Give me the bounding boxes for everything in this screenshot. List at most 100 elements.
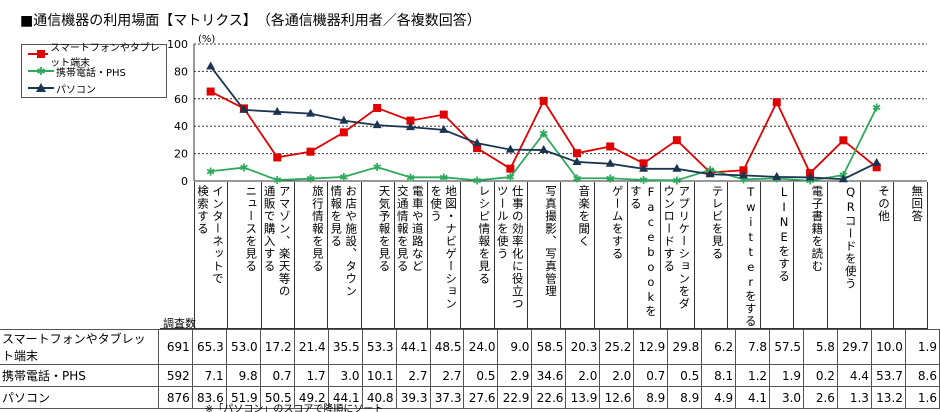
category-text: レシピ情報を見る bbox=[477, 185, 492, 285]
category-label: インターネットで 検索する bbox=[194, 182, 227, 328]
table-cell: 4.9 bbox=[701, 386, 737, 409]
data-point-square bbox=[772, 98, 781, 107]
category-text: インターネットで 検索する bbox=[196, 185, 225, 285]
table-cell: 6.2 bbox=[701, 329, 737, 365]
chart-title: ■通信機器の利用場面【マトリクス】 （各通信機器利用者／各複数回答） bbox=[20, 13, 481, 29]
category-label: LINEをする bbox=[760, 182, 793, 328]
table-cell: 2.9 bbox=[497, 364, 533, 387]
table-cell: 2.7 bbox=[429, 364, 465, 387]
category-label: ゲームをする bbox=[593, 182, 627, 328]
y-tick-label: 60 bbox=[174, 93, 188, 106]
category-text: お店や施設、タウン 情報を見る bbox=[329, 185, 359, 298]
category-label: お店や施設、タウン 情報を見る bbox=[327, 182, 360, 328]
table-cell: 37.3 bbox=[429, 386, 465, 409]
data-point-square bbox=[439, 110, 448, 119]
category-text: アマゾン、楽天等の 通販で購入する bbox=[262, 185, 292, 298]
table-cell: 53.3 bbox=[361, 329, 397, 365]
data-point-square bbox=[273, 153, 282, 162]
row-label: パソコン bbox=[0, 386, 159, 409]
data-point-triangle bbox=[639, 163, 649, 172]
data-point-star: ✱ bbox=[406, 171, 415, 184]
data-point-triangle bbox=[672, 163, 682, 172]
category-label: Twitterをする bbox=[726, 182, 760, 328]
category-text: 電車や道路など 交通情報を見る bbox=[395, 185, 425, 273]
data-point-star: ✱ bbox=[239, 162, 248, 175]
table-cell: 8.9 bbox=[667, 386, 703, 409]
category-text: 無回答 bbox=[910, 185, 925, 223]
category-text: 天気予報を見る bbox=[377, 185, 392, 273]
legend-item-smartphone: スマートフォンやタブレット端末 bbox=[28, 43, 166, 69]
data-point-star: ✱ bbox=[339, 171, 348, 184]
table-row: スマートフォンやタブレット端末 691 65.3 53.0 17.2 21.4 35.5 53… bbox=[0, 329, 940, 365]
category-text: 写真撮影、写真管理 bbox=[544, 185, 558, 298]
category-text: アプリケーションをダ ウンロードする bbox=[662, 185, 692, 310]
table-cell: 8.9 bbox=[633, 386, 669, 409]
table-cell: 3.0 bbox=[327, 364, 363, 387]
data-point-triangle bbox=[805, 172, 815, 181]
data-point-square bbox=[406, 116, 415, 125]
table-cell: 9.8 bbox=[225, 364, 261, 387]
legend-label: 携帯電話・PHS bbox=[56, 67, 126, 79]
y-tick-label: 80 bbox=[174, 65, 188, 78]
data-point-star: ✱ bbox=[572, 172, 581, 185]
table-cell: 1.9 bbox=[904, 329, 940, 365]
data-point-square bbox=[306, 147, 315, 156]
y-tick-label: 100 bbox=[167, 38, 188, 51]
sort-note: ※「パソコン」のスコアで降順にソート bbox=[205, 404, 384, 412]
data-point-star: ✱ bbox=[472, 174, 481, 187]
table-cell: 34.6 bbox=[531, 364, 567, 387]
data-point-triangle bbox=[605, 158, 615, 167]
category-label: 地図・ナビゲーション を使う bbox=[427, 182, 460, 328]
data-point-triangle bbox=[505, 144, 515, 153]
data-point-triangle bbox=[372, 120, 382, 129]
table-cell: 65.3 bbox=[191, 329, 227, 365]
table-cell: 12.6 bbox=[599, 386, 635, 409]
data-point-star: ✱ bbox=[439, 171, 448, 184]
data-point-triangle bbox=[405, 122, 415, 131]
table-cell: 20.3 bbox=[565, 329, 601, 365]
table-cell: 50.5 bbox=[259, 386, 295, 409]
table-cell: 29.8 bbox=[667, 329, 703, 365]
category-label: 音楽を聞く bbox=[560, 182, 593, 328]
table-cell: 40.8 bbox=[361, 386, 397, 409]
table-cell: 8.1 bbox=[701, 364, 737, 387]
table-cell: 35.5 bbox=[327, 329, 363, 365]
table-cell: 49.2 bbox=[293, 386, 329, 409]
table-cell: 0.7 bbox=[633, 364, 669, 387]
table-cell: 57.5 bbox=[769, 329, 805, 365]
data-point-star: ✱ bbox=[606, 172, 615, 185]
table-cell: 4.1 bbox=[735, 386, 771, 409]
category-text: 音楽を聞く bbox=[577, 185, 592, 248]
unit-label: (%) bbox=[198, 34, 216, 45]
table-cell: 39.3 bbox=[395, 386, 431, 409]
category-label: その他 bbox=[860, 182, 893, 328]
category-text: Facebookを する bbox=[628, 185, 658, 318]
legend-label: スマートフォンやタブレット端末 bbox=[50, 43, 160, 69]
table-cell: 2.0 bbox=[565, 364, 601, 387]
category-label: ニュースを見る bbox=[227, 182, 260, 328]
sample-count: 876 bbox=[157, 386, 193, 409]
data-point-star: ✱ bbox=[739, 173, 748, 186]
table-cell: 53.0 bbox=[225, 329, 261, 365]
table-cell: 9.0 bbox=[497, 329, 533, 365]
table-cell: 7.1 bbox=[191, 364, 227, 387]
table-cell: 1.9 bbox=[769, 364, 805, 387]
table-cell: 58.5 bbox=[531, 329, 567, 365]
data-point-triangle bbox=[339, 115, 349, 124]
table-cell: 29.7 bbox=[836, 329, 872, 365]
table-cell: 2.6 bbox=[803, 386, 838, 409]
table-cell: 1.6 bbox=[904, 386, 940, 409]
table-cell: 1.7 bbox=[293, 364, 329, 387]
table-cell: 27.6 bbox=[463, 386, 499, 409]
data-point-square bbox=[339, 128, 348, 137]
data-point-star: ✱ bbox=[872, 101, 881, 114]
data-point-triangle bbox=[772, 171, 782, 180]
data-point-star: ✱ bbox=[639, 174, 648, 187]
category-text: 旅行情報を見る bbox=[310, 185, 325, 273]
table-cell: 2.0 bbox=[599, 364, 635, 387]
data-point-star: ✱ bbox=[506, 171, 515, 184]
row-label: スマートフォンやタブレット端末 bbox=[0, 329, 159, 365]
table-cell: 1.3 bbox=[836, 386, 872, 409]
data-point-square bbox=[672, 136, 681, 145]
category-text: 仕事の効率化に役立つ ツールを使う bbox=[495, 185, 525, 310]
